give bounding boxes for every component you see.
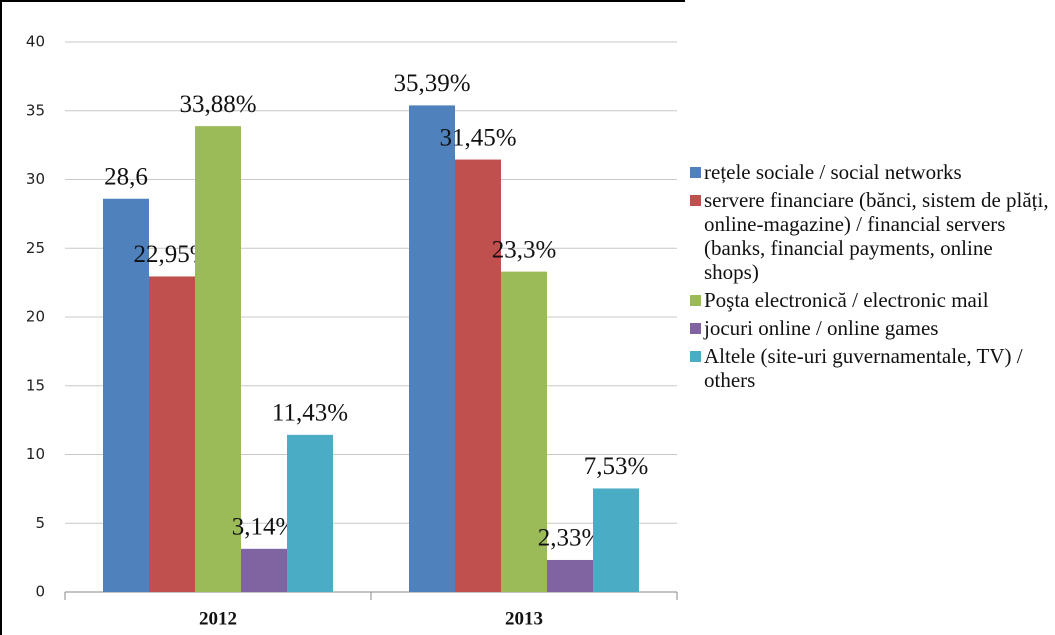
legend-label: jocuri online / online games xyxy=(704,316,939,340)
y-tick-label: 30 xyxy=(26,170,45,188)
legend-swatch xyxy=(690,167,701,178)
value-label: 2,33% xyxy=(538,525,603,552)
legend-swatch xyxy=(690,295,701,306)
legend-item: Poşta electronică / electronic mail xyxy=(690,288,1050,312)
y-tick-label: 40 xyxy=(26,33,45,51)
value-label: 31,45% xyxy=(439,124,516,151)
y-tick-label: 10 xyxy=(26,445,45,463)
legend: rețele sociale / social networks servere … xyxy=(690,160,1050,396)
legend-swatch xyxy=(690,351,701,362)
legend-label: rețele sociale / social networks xyxy=(704,160,962,184)
legend-swatch xyxy=(690,195,701,206)
bar xyxy=(547,559,593,592)
y-tick-label: 15 xyxy=(26,376,45,394)
bar xyxy=(149,276,195,592)
value-label: 23,3% xyxy=(492,236,557,263)
value-label: 33,88% xyxy=(179,91,256,118)
y-tick-label: 35 xyxy=(26,101,45,119)
bar xyxy=(287,434,333,592)
bar xyxy=(241,548,287,592)
bar xyxy=(593,488,639,592)
frame xyxy=(0,0,685,635)
value-label: 3,14% xyxy=(232,514,297,541)
value-label: 11,43% xyxy=(272,400,348,427)
bar xyxy=(501,271,547,592)
legend-label: servere financiare (bănci, sistem de plă… xyxy=(704,188,1049,284)
bar xyxy=(195,126,241,593)
legend-item: Altele (site-uri guvernamentale, TV) / o… xyxy=(690,344,1050,392)
y-tick-label: 0 xyxy=(35,583,45,601)
legend-item: servere financiare (bănci, sistem de plă… xyxy=(690,188,1050,284)
y-tick-label: 20 xyxy=(26,308,45,326)
legend-label: Altele (site-uri guvernamentale, TV) / o… xyxy=(704,344,1023,392)
value-label: 28,6 xyxy=(104,163,148,190)
y-tick-label: 25 xyxy=(26,239,45,257)
legend-swatch xyxy=(690,323,701,334)
x-tick-label: 2013 xyxy=(505,608,543,629)
legend-label: Poşta electronică / electronic mail xyxy=(704,288,989,312)
legend-item: jocuri online / online games xyxy=(690,316,1050,340)
value-label: 35,39% xyxy=(393,70,470,97)
y-tick-label: 5 xyxy=(35,514,45,532)
x-tick-label: 2012 xyxy=(199,608,237,629)
bar xyxy=(409,105,455,592)
legend-item: rețele sociale / social networks xyxy=(690,160,1050,184)
bar xyxy=(455,159,501,592)
bar xyxy=(103,198,149,592)
value-label: 7,53% xyxy=(584,453,649,480)
